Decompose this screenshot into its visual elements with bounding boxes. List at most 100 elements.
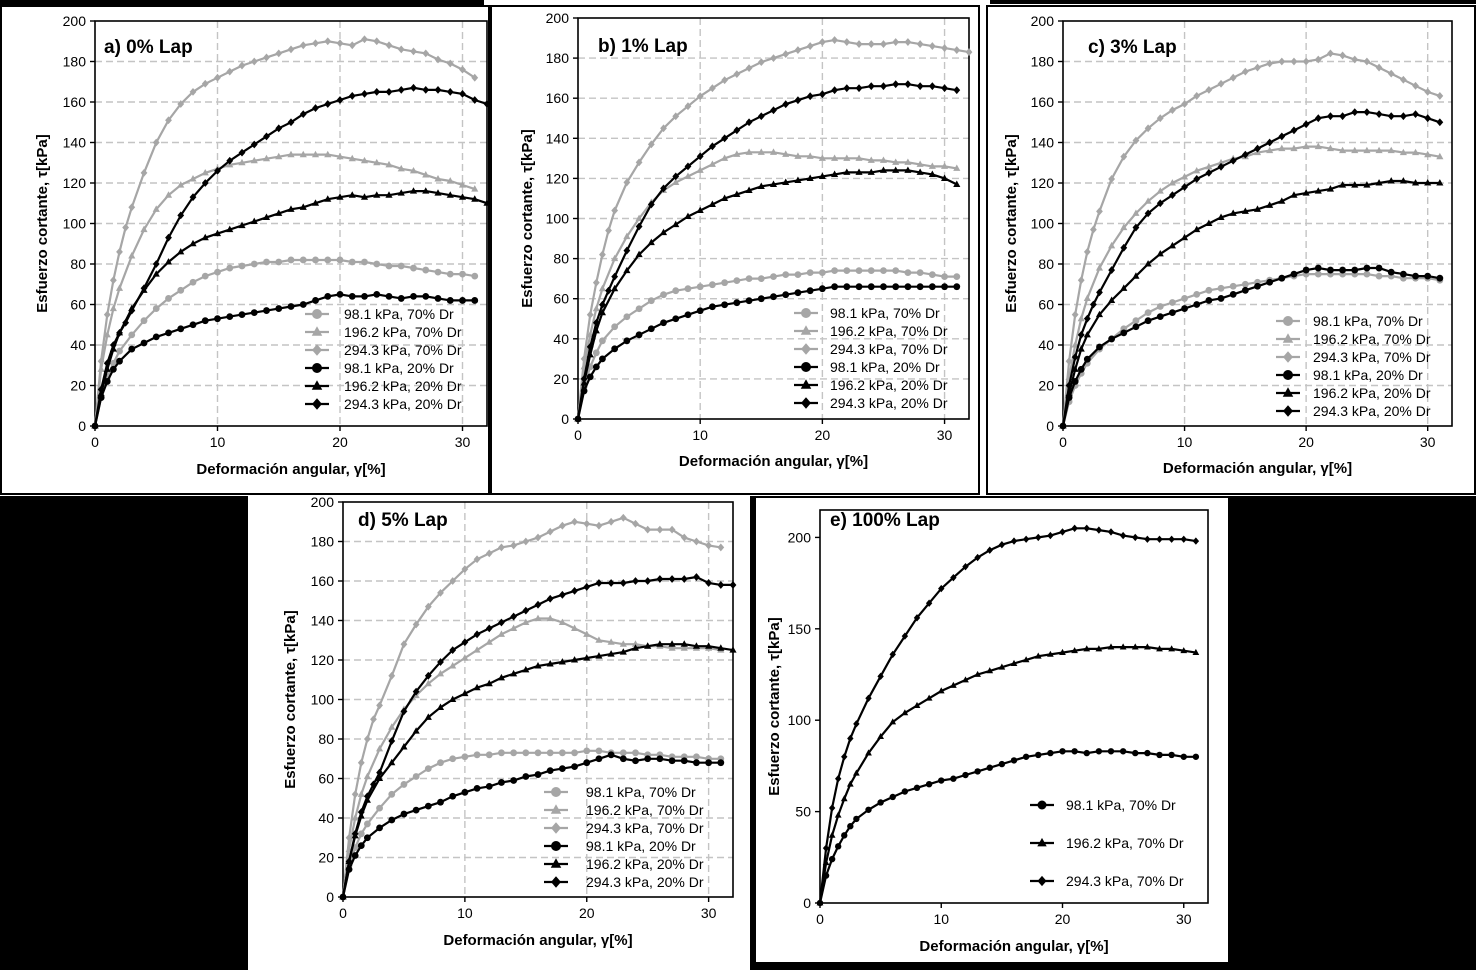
data-point — [986, 667, 994, 674]
data-point — [583, 583, 591, 591]
data-point — [275, 305, 283, 312]
data-point — [459, 270, 466, 278]
plot-area: 0 20 40 60 80 100 120 140 160 180 200 0 10 20 30 — [1031, 13, 1453, 450]
data-point — [1193, 301, 1201, 308]
legend-marker — [801, 362, 811, 372]
data-point — [769, 180, 778, 187]
data-point — [348, 293, 356, 300]
data-point — [1132, 272, 1140, 279]
data-point — [1217, 79, 1225, 88]
data-point — [592, 318, 600, 327]
data-point — [928, 162, 936, 169]
series-line — [341, 753, 721, 898]
data-point — [299, 256, 307, 264]
data-point — [485, 783, 493, 790]
legend: 98.1 kPa, 70% Dr 196.2 kPa, 70% Dr 294.3 k… — [794, 305, 948, 411]
data-point — [351, 852, 359, 859]
data-point — [1089, 300, 1097, 309]
top-right-bar — [990, 0, 1476, 4]
data-point — [877, 799, 884, 806]
data-point — [109, 341, 117, 349]
data-point — [461, 753, 469, 761]
data-point — [592, 363, 600, 371]
data-point — [471, 272, 479, 280]
data-point — [1412, 272, 1419, 280]
data-point — [1205, 286, 1213, 294]
data-point — [324, 37, 332, 46]
x-tick-label: 10 — [933, 911, 949, 927]
legend-marker — [311, 326, 323, 336]
data-point — [916, 160, 924, 167]
data-point — [1059, 748, 1066, 755]
legend-marker — [1283, 370, 1293, 380]
data-point — [1290, 57, 1298, 66]
y-axis-label: Esfuerzo cortante, τ[kPa] — [519, 129, 536, 307]
data-point — [437, 798, 444, 806]
data-point — [1168, 645, 1175, 652]
data-point — [1120, 223, 1128, 231]
data-point — [1144, 124, 1152, 133]
data-point — [250, 156, 258, 164]
plot-area: 0 50 100 150 200 0 10 20 30 — [788, 509, 1209, 927]
data-point — [757, 182, 765, 189]
data-point — [1412, 110, 1419, 119]
data-point — [974, 768, 981, 775]
data-point — [116, 328, 123, 337]
data-point — [558, 521, 566, 530]
data-point — [1241, 280, 1249, 288]
data-point — [607, 751, 615, 759]
data-point — [717, 644, 725, 651]
data-point — [459, 297, 466, 304]
data-point — [644, 642, 652, 649]
data-point — [400, 781, 408, 788]
data-point — [693, 573, 700, 581]
legend-label: 294.3 kPa, 70% Dr — [830, 341, 948, 357]
y-axis-label: Esfuerzo cortante, τ[kPa] — [1003, 134, 1020, 312]
legend-marker — [800, 379, 812, 389]
data-point — [840, 795, 848, 802]
y-tick-label: 80 — [1038, 256, 1054, 272]
data-point — [647, 238, 655, 246]
data-point — [360, 156, 369, 164]
data-point — [422, 49, 430, 58]
data-point — [446, 270, 454, 278]
data-point — [599, 250, 606, 259]
data-point — [471, 96, 479, 104]
data-point — [115, 284, 124, 291]
data-point — [672, 172, 680, 181]
data-point — [656, 640, 664, 647]
legend-label: 196.2 kPa, 70% Dr — [830, 323, 948, 339]
bottom-left-black-area — [0, 496, 248, 970]
data-point — [680, 757, 688, 765]
data-point — [586, 373, 594, 381]
data-point — [1278, 57, 1286, 66]
data-point — [693, 759, 700, 767]
chart-title: c) 3% Lap — [1088, 37, 1177, 58]
data-point — [449, 662, 457, 669]
data-point — [647, 325, 655, 333]
data-point — [140, 317, 148, 325]
data-point — [345, 833, 353, 842]
data-point — [348, 92, 356, 100]
data-point — [485, 751, 493, 759]
data-point — [165, 116, 172, 125]
data-point — [828, 804, 836, 812]
legend-label: 294.3 kPa, 20% Dr — [344, 396, 462, 412]
data-point — [619, 513, 627, 522]
data-point — [238, 61, 246, 70]
data-point — [299, 301, 307, 308]
series-diamond-black — [91, 83, 490, 430]
data-point — [834, 775, 842, 783]
legend-label: 294.3 kPa, 20% Dr — [586, 874, 704, 890]
data-point — [770, 293, 777, 301]
data-point — [201, 272, 209, 280]
data-point — [611, 206, 619, 215]
data-point — [974, 553, 981, 562]
data-point — [1363, 57, 1371, 66]
data-point — [238, 311, 246, 319]
data-point — [1107, 528, 1115, 536]
data-point — [1205, 297, 1213, 304]
data-point — [400, 810, 408, 818]
data-point — [865, 749, 872, 756]
data-point — [928, 42, 936, 50]
